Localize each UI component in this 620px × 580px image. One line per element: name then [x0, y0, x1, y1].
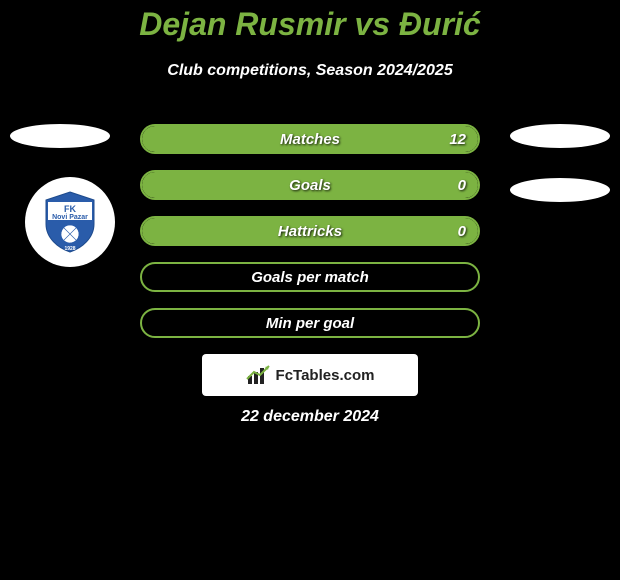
footer-brand-box[interactable]: FcTables.com [202, 354, 418, 396]
stat-rows: Matches12Goals0Hattricks0Goals per match… [140, 124, 480, 354]
stat-row-label: Min per goal [142, 310, 478, 336]
club-badge-text-mid: Novi Pazar [52, 214, 88, 221]
infographic-date: 22 december 2024 [0, 408, 620, 426]
club-shield-icon: FK Novi Pazar 1928 [42, 190, 98, 254]
comparison-infographic: Dejan Rusmir vs Đurić Club competitions,… [0, 0, 620, 580]
page-subtitle: Club competitions, Season 2024/2025 [0, 62, 620, 80]
stat-row: Min per goal [140, 308, 480, 338]
stat-row: Goals per match [140, 262, 480, 292]
footer-brand-text: FcTables.com [276, 367, 375, 384]
stat-row-label: Matches [142, 126, 478, 152]
page-title: Dejan Rusmir vs Đurić [0, 6, 620, 43]
bar-chart-icon [246, 364, 272, 386]
stat-row-value: 12 [449, 126, 466, 152]
club-badge-text-bottom: 1928 [64, 246, 75, 252]
stat-row-value: 0 [458, 218, 466, 244]
player-avatar-placeholder [510, 178, 610, 202]
stat-row: Goals0 [140, 170, 480, 200]
player-avatar-placeholder [10, 124, 110, 148]
stat-row-value: 0 [458, 172, 466, 198]
stat-row-label: Hattricks [142, 218, 478, 244]
player-avatar-placeholder [510, 124, 610, 148]
club-badge-text-top: FK [64, 204, 76, 214]
stat-row: Matches12 [140, 124, 480, 154]
stat-row-label: Goals [142, 172, 478, 198]
club-badge: FK Novi Pazar 1928 [25, 177, 115, 267]
stat-row: Hattricks0 [140, 216, 480, 246]
stat-row-label: Goals per match [142, 264, 478, 290]
